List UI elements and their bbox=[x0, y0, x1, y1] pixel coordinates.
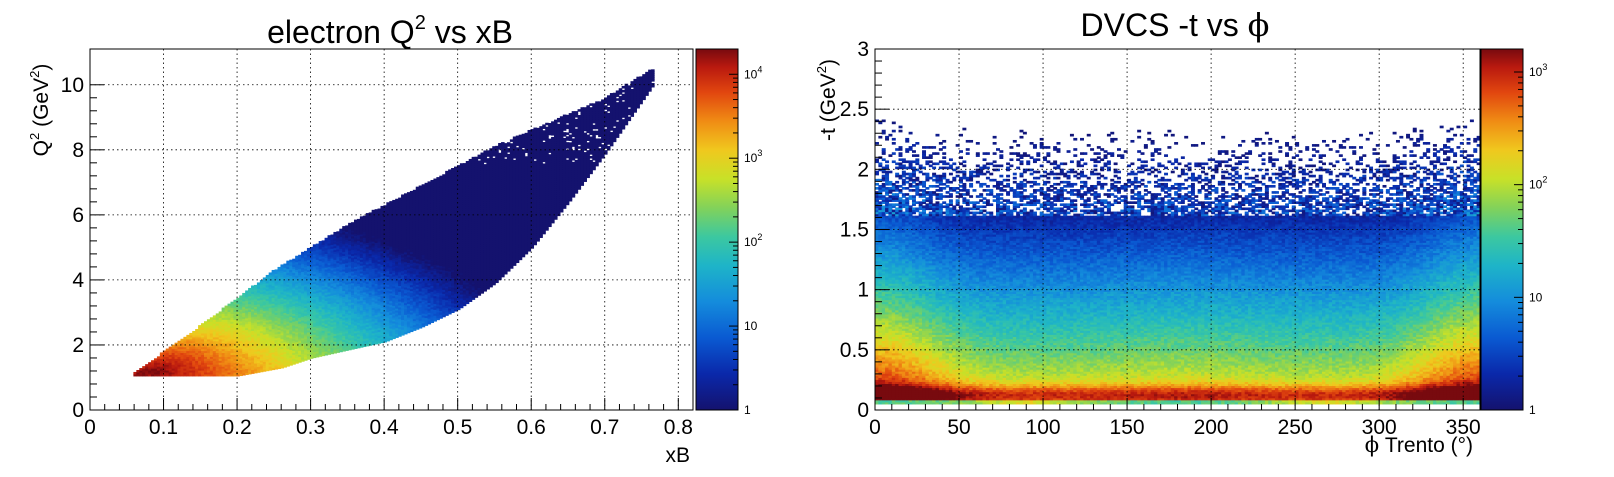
chart-1-heatmap bbox=[133, 69, 654, 376]
chart-1-title: electron Q2 vs xB bbox=[267, 12, 513, 50]
